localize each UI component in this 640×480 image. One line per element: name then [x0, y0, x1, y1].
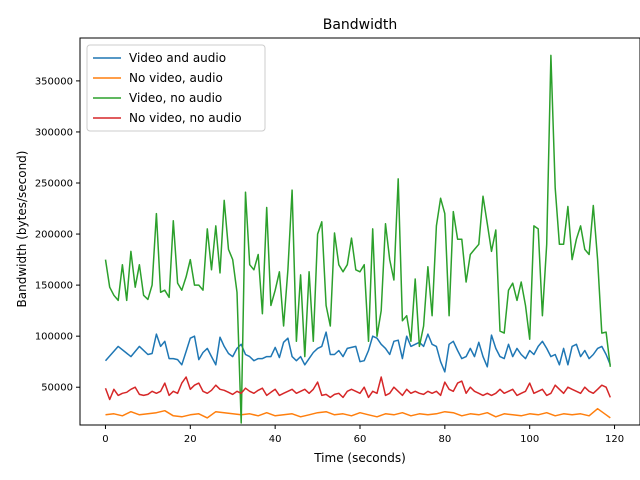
y-tick-label: 350000 — [35, 76, 73, 87]
chart-title: Bandwidth — [323, 17, 398, 33]
legend-label: No video, no audio — [129, 111, 242, 125]
axes-frame — [79, 37, 640, 426]
x-tick-label: 40 — [269, 434, 282, 445]
legend-label: No video, audio — [129, 71, 223, 85]
y-tick-label: 200000 — [35, 230, 73, 241]
y-tick-label: 300000 — [35, 127, 73, 138]
legend-label: Video and audio — [129, 51, 226, 65]
plot-area — [104, 54, 612, 424]
legend: Video and audio No video, audio Video, no … — [86, 44, 266, 132]
y-tick-label: 100000 — [35, 332, 73, 343]
series-line-4 — [104, 376, 611, 401]
series-line-3 — [104, 54, 612, 424]
x-tick-label: 100 — [520, 434, 539, 445]
legend-label: Video, no audio — [129, 91, 222, 105]
x-tick-label: 60 — [354, 434, 367, 445]
x-axis-label: Time (seconds) — [313, 451, 406, 465]
y-tick-label: 50000 — [41, 383, 73, 394]
legend-box — [86, 44, 266, 132]
y-axis-label: Bandwidth (bytes/second) — [15, 151, 29, 308]
y-axis-ticks: 50000 100000 150000 200000 250000 300000 35000… — [35, 76, 80, 394]
x-tick-label: 0 — [102, 434, 108, 445]
series-line-2 — [105, 407, 611, 419]
x-tick-label: 20 — [184, 434, 197, 445]
x-tick-label: 80 — [438, 434, 451, 445]
y-tick-label: 250000 — [35, 178, 73, 189]
x-axis-ticks: 0 20 40 60 80 100 120 — [102, 425, 624, 445]
x-tick-label: 120 — [605, 434, 624, 445]
y-tick-label: 150000 — [35, 281, 73, 292]
series-line-1 — [104, 331, 611, 373]
